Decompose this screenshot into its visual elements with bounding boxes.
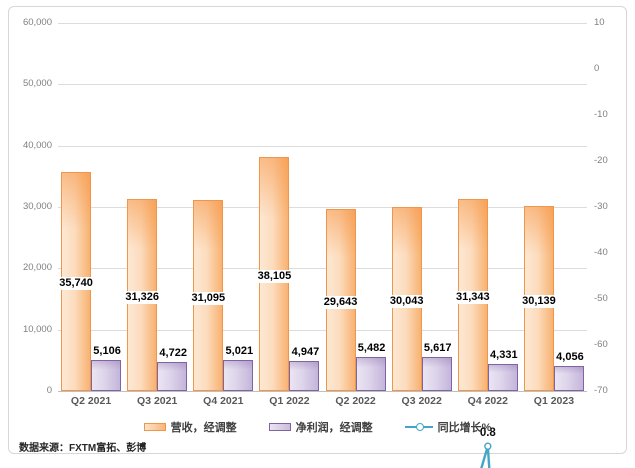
profit-bar-label: 4,947 [289, 345, 322, 359]
x-axis-label: Q2 2021 [70, 395, 112, 407]
x-axis-label: Q1 2022 [269, 395, 310, 407]
y-axis-tick-right: -70 [594, 385, 608, 396]
y-axis-tick-left: 30,000 [22, 201, 52, 212]
x-axis-label: Q2 2022 [335, 395, 376, 407]
profit-bar-label: 5,482 [355, 342, 388, 356]
legend-label: 同比增长% [437, 422, 492, 434]
revenue-bar-label: 31,343 [453, 290, 492, 304]
profit-bar [91, 359, 122, 391]
x-axis-label: Q4 2022 [467, 395, 508, 407]
y-axis-tick-left: 10,000 [22, 323, 52, 335]
profit-bar [553, 366, 584, 391]
y-axis-tick-right: -20 [594, 155, 608, 166]
legend-label: 净利润，经调整 [295, 422, 373, 434]
profit-bar-label: 5,617 [421, 341, 454, 355]
gridline [58, 23, 587, 24]
profit-bar-label: 4,331 [488, 349, 520, 363]
gridline [58, 329, 587, 331]
revenue-bar-label: 30,043 [387, 294, 426, 308]
profit-bar [289, 360, 320, 391]
profit-bar-label: 5,106 [91, 344, 123, 358]
profit-bar [223, 360, 254, 391]
y-axis-tick-right: -60 [594, 339, 608, 350]
plot-area: 35,740 5,106 31,326 4,722 31,095 5,021 38,105 4… [57, 23, 587, 468]
profit-bar-label: 4,056 [554, 351, 586, 365]
revenue-bar-label: 30,139 [520, 294, 558, 308]
y-axis-tick-right: -40 [594, 247, 608, 258]
x-axis-line [58, 391, 587, 392]
profit-bar [421, 356, 452, 391]
source-note: 数据来源：FXTM富拓、彭博 [19, 443, 147, 454]
chart-card: 35,740 5,106 31,326 4,722 31,095 5,021 38,105 4… [8, 6, 627, 468]
y-axis-tick-left: 0 [46, 385, 52, 396]
legend-label: 营收，经调整 [170, 422, 237, 434]
y-axis-tick-right: 10 [594, 17, 605, 28]
profit-bar [157, 362, 188, 391]
line-swatch-marker [415, 423, 424, 431]
legend: 营收，经调整 净利润，经调整 同比增长% [9, 419, 626, 435]
y-axis-tick-right: -10 [594, 109, 608, 120]
x-axis-label: Q1 2023 [533, 395, 575, 407]
revenue-bar-label: 38,105 [255, 270, 294, 284]
gridline [58, 84, 587, 86]
line-swatch-icon [404, 422, 433, 432]
y-axis-tick-left: 20,000 [22, 262, 52, 274]
x-axis-label: Q3 2022 [401, 395, 442, 407]
revenue-bar-label: 31,326 [123, 290, 162, 304]
legend-item-growth: 同比增长% [404, 419, 492, 435]
bar-swatch-icon [268, 423, 291, 431]
x-axis-label: Q4 2021 [203, 395, 244, 407]
y-axis-tick-left: 40,000 [22, 139, 52, 151]
y-axis-tick-right: -50 [594, 293, 608, 304]
revenue-bar-label: 29,643 [321, 296, 360, 310]
revenue-bar-label: 31,095 [189, 291, 228, 305]
profit-bar-label: 5,021 [223, 345, 256, 359]
y-axis-tick-left: 60,000 [22, 17, 52, 28]
growth-marker [484, 442, 492, 450]
growth-point-label: 0.8 [478, 427, 497, 441]
profit-bar-label: 4,722 [157, 347, 189, 361]
profit-bar [487, 364, 518, 391]
y-axis-tick-right: -30 [594, 201, 608, 212]
profit-bar [355, 357, 386, 391]
gridline [58, 268, 587, 270]
bar-swatch-icon [143, 423, 166, 431]
y-axis-tick-left: 50,000 [22, 78, 52, 90]
x-axis-label: Q3 2021 [137, 395, 178, 407]
legend-item-revenue: 营收，经调整 [143, 419, 237, 435]
growth-line-layer [480, 442, 492, 468]
revenue-bar-label: 35,740 [57, 277, 95, 291]
legend-item-profit: 净利润，经调整 [268, 419, 373, 435]
y-axis-tick-right: 0 [594, 63, 600, 74]
gridline [58, 145, 587, 147]
gridline [58, 207, 587, 208]
growth-line [480, 445, 491, 468]
